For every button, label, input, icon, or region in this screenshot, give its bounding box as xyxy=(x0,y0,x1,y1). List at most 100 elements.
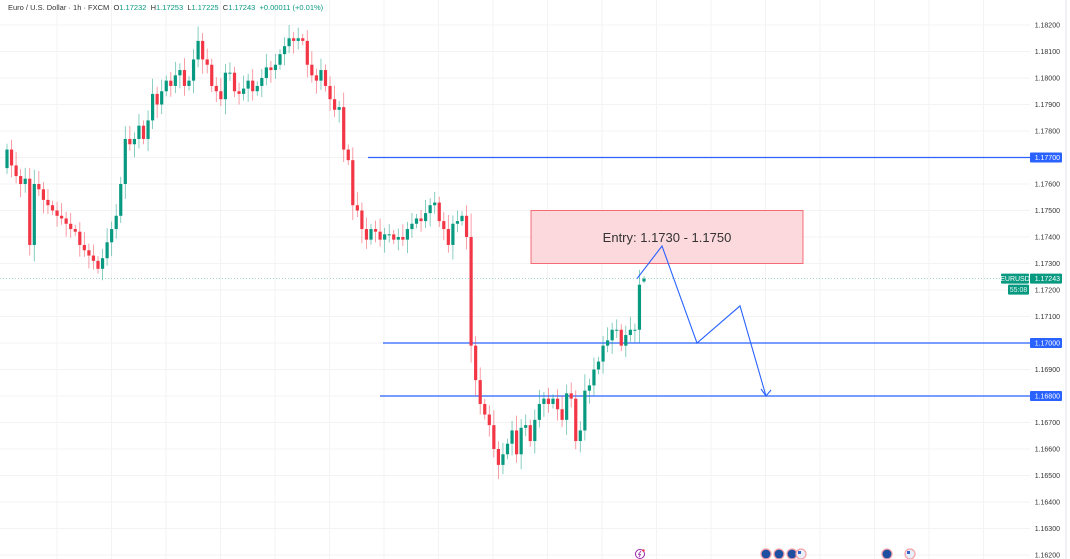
candle-body xyxy=(519,427,523,455)
candle-body xyxy=(346,149,350,161)
eu-flag-icon[interactable] xyxy=(760,548,772,559)
candle-body xyxy=(219,91,223,100)
candle xyxy=(437,196,441,227)
candle-body xyxy=(487,414,491,426)
candle-body xyxy=(64,218,68,224)
candle-body xyxy=(515,430,519,455)
candle xyxy=(305,30,309,78)
price-tick-label: 1.17400 xyxy=(1035,235,1060,242)
candle-body xyxy=(50,205,55,211)
candle xyxy=(292,31,296,54)
candle-body xyxy=(19,176,23,184)
candle xyxy=(128,125,132,151)
candle-body xyxy=(146,120,150,139)
candle xyxy=(223,63,227,115)
candle-body xyxy=(460,215,464,222)
level-price-tag[interactable] xyxy=(1030,338,1062,348)
candle-body xyxy=(392,234,396,240)
candle xyxy=(624,325,628,358)
notification-dot xyxy=(642,549,645,552)
candle-body xyxy=(73,229,77,232)
candle-body xyxy=(178,70,182,76)
candle-body xyxy=(182,70,187,86)
candle xyxy=(592,357,596,396)
projected-path-line[interactable] xyxy=(636,244,767,397)
candle xyxy=(442,212,446,241)
candle-body xyxy=(496,449,500,465)
candle xyxy=(560,395,564,428)
candle xyxy=(37,171,41,196)
candle xyxy=(601,335,605,374)
lightning-glyph xyxy=(637,550,642,558)
candle xyxy=(19,169,23,198)
price-axis[interactable]: 1.18200 1.18100 1.18000 1.17900 1.17800 1.176… xyxy=(1000,0,1067,559)
candle-body xyxy=(615,329,619,331)
candle-body xyxy=(574,398,578,442)
level-price-tag[interactable] xyxy=(1030,152,1062,163)
candle xyxy=(537,389,541,428)
candle-body xyxy=(619,329,623,346)
candle-body xyxy=(396,237,400,240)
candle-body xyxy=(78,231,82,245)
candle xyxy=(515,415,519,463)
candle xyxy=(533,409,537,454)
eu-flag-icon[interactable] xyxy=(773,548,785,559)
candle-body xyxy=(96,260,100,269)
candle xyxy=(542,392,546,417)
horizontal-levels[interactable] xyxy=(368,156,1030,397)
candle-body xyxy=(383,234,387,240)
candle-body xyxy=(433,202,437,206)
candle-body xyxy=(282,46,287,55)
candle xyxy=(182,58,187,96)
candle xyxy=(392,229,396,245)
candle xyxy=(501,442,505,475)
projected-path[interactable] xyxy=(636,244,772,397)
price-tick-label: 1.16400 xyxy=(1035,500,1060,507)
candle xyxy=(55,201,59,227)
candle xyxy=(114,204,118,239)
candle-body xyxy=(633,329,637,331)
event-markers[interactable] xyxy=(635,548,916,559)
candle xyxy=(483,398,487,420)
candle-body xyxy=(560,409,564,420)
candle-body xyxy=(542,398,546,404)
entry-zone-label: Entry: 1.1730 - 1.1750 xyxy=(603,230,732,245)
candle-body xyxy=(9,149,14,166)
candle xyxy=(419,209,423,232)
candle xyxy=(32,169,36,262)
candle-body xyxy=(592,369,596,386)
candle-body xyxy=(14,165,18,177)
candle xyxy=(237,82,241,105)
candle-body xyxy=(610,329,614,341)
entry-zone[interactable]: Entry: 1.1730 - 1.1750 xyxy=(530,210,804,264)
candle-body xyxy=(37,184,41,190)
candle xyxy=(91,244,96,270)
open-value: 1.17232 xyxy=(119,3,147,12)
candle xyxy=(169,71,173,97)
price-tick-label: 1.16200 xyxy=(1035,553,1060,559)
candle-body xyxy=(91,255,96,261)
candle xyxy=(155,86,159,119)
candle xyxy=(396,228,400,251)
level-price-tag[interactable] xyxy=(1030,391,1062,401)
candle xyxy=(228,62,232,81)
candle xyxy=(319,58,323,90)
candle xyxy=(637,269,642,343)
candle xyxy=(137,114,141,149)
eu-flag-icon[interactable] xyxy=(881,548,893,559)
candle-body xyxy=(151,93,155,121)
candle xyxy=(9,139,14,178)
candle-body xyxy=(210,64,214,86)
candle-body xyxy=(196,40,200,60)
candle-body xyxy=(164,80,168,92)
high-label: H xyxy=(150,3,157,12)
level-price-label: 1.17000 xyxy=(1035,341,1060,348)
candle xyxy=(96,256,100,274)
candle-body xyxy=(378,231,382,240)
entry-zone-rect[interactable] xyxy=(530,210,804,264)
candle xyxy=(428,198,432,227)
candle-body xyxy=(319,70,323,81)
candle xyxy=(451,215,455,260)
candle xyxy=(455,210,460,233)
